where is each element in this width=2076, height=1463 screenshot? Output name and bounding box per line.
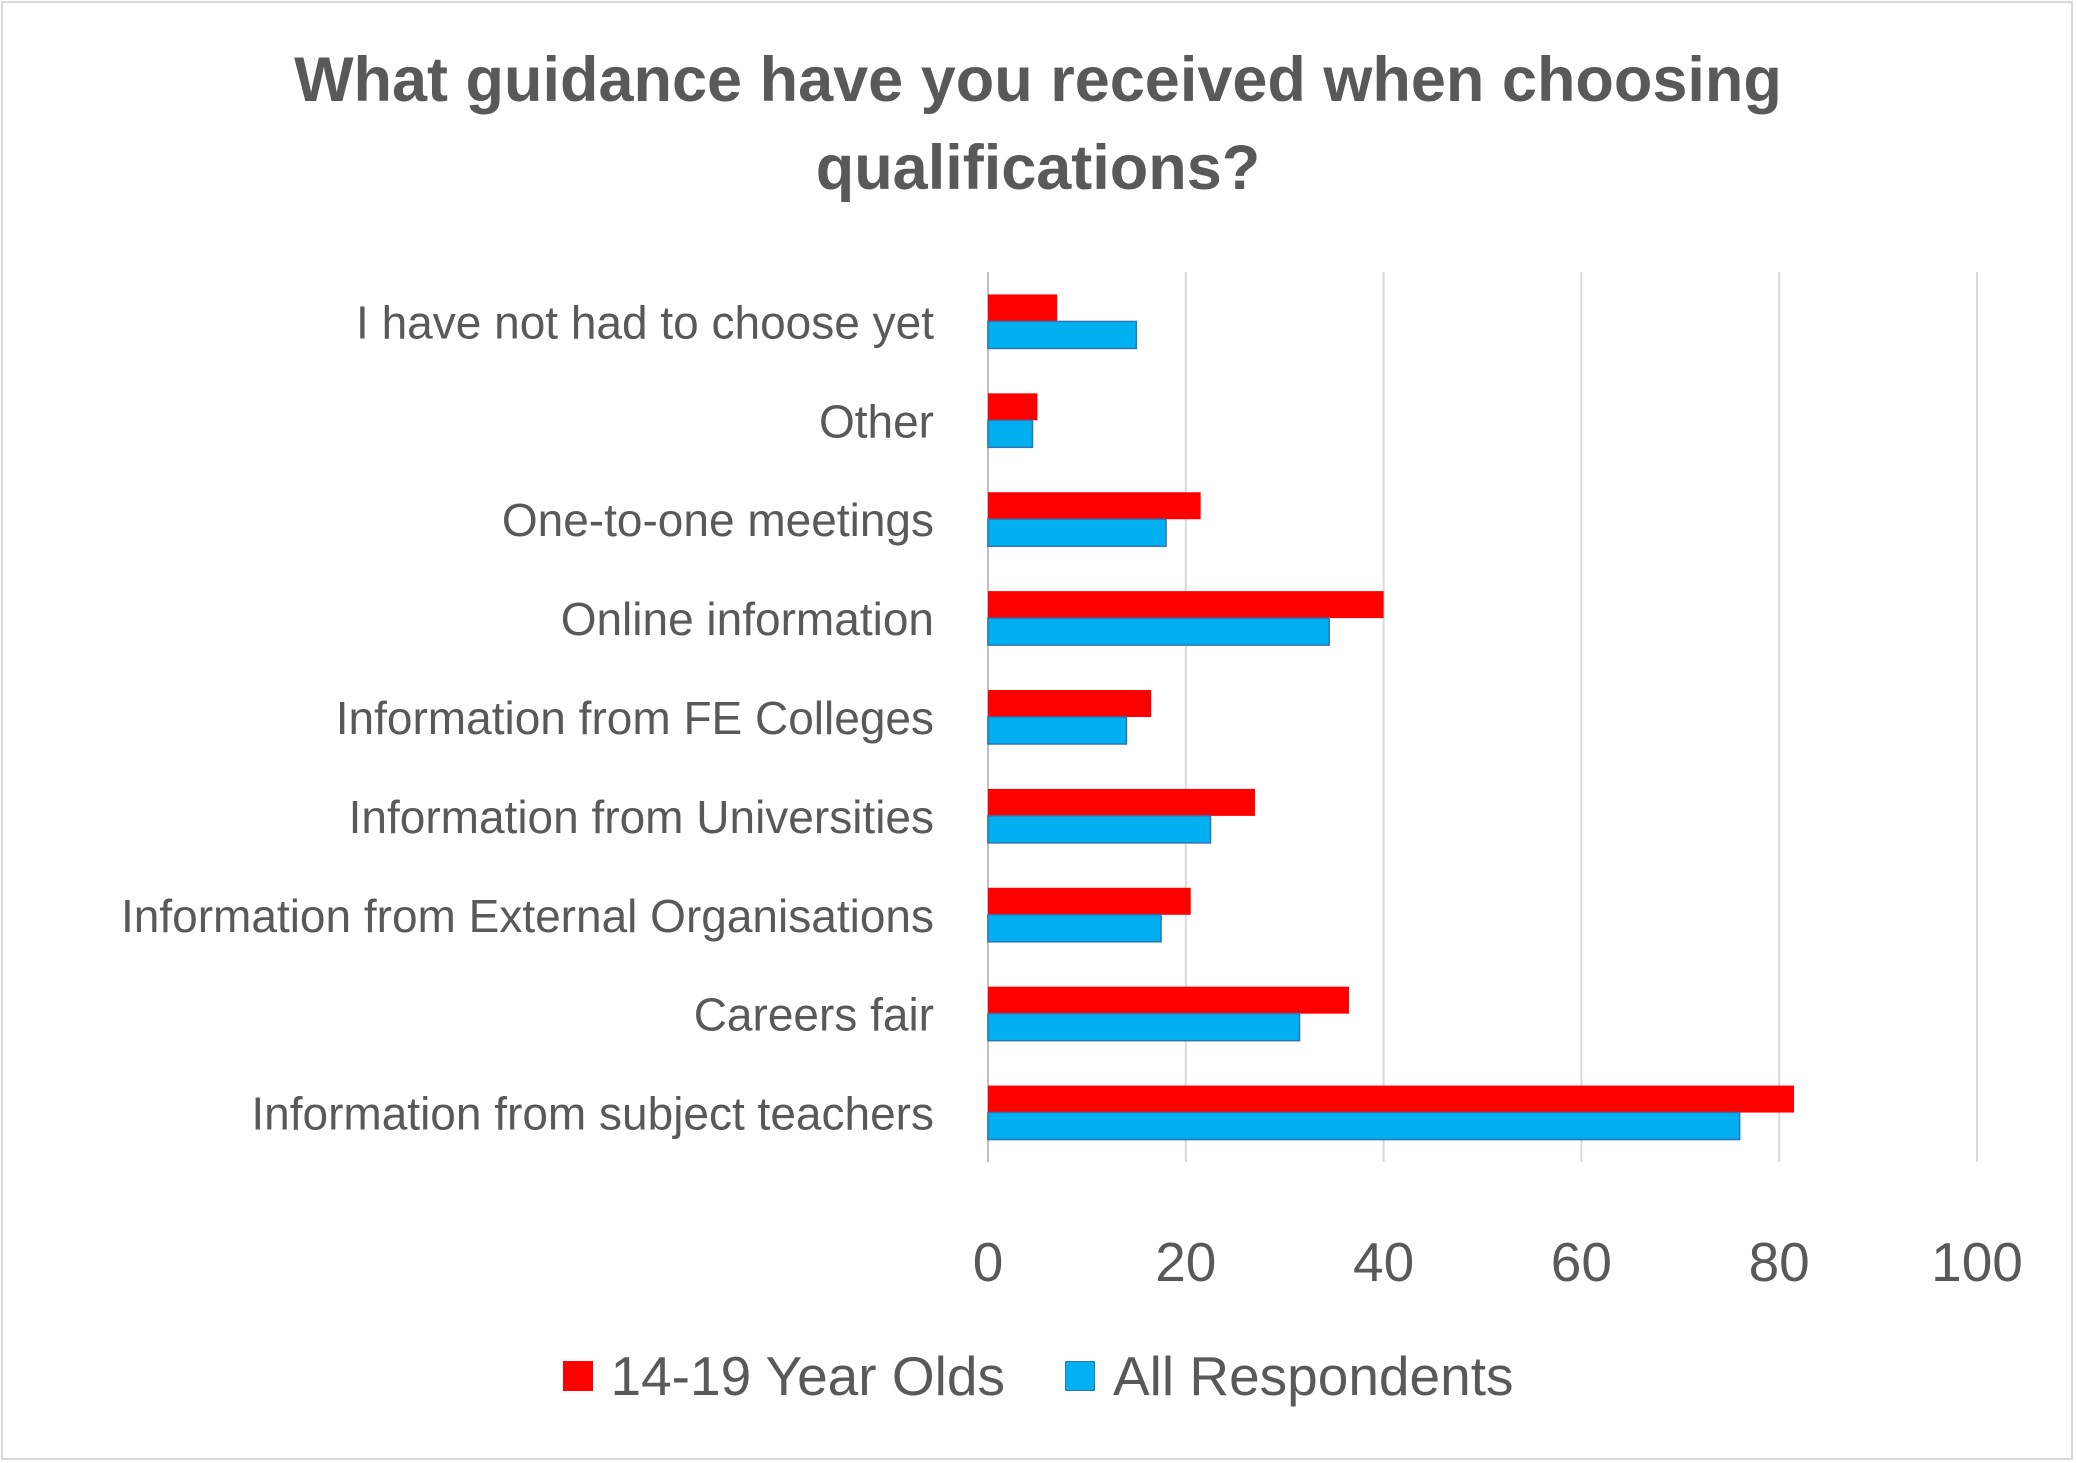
bar-all-respondents-7 xyxy=(987,1012,1301,1042)
category-label-8: Information from subject teachers xyxy=(251,1088,934,1140)
bar-14-19-8 xyxy=(988,1085,1795,1113)
bar-all-respondents-2 xyxy=(987,518,1167,547)
bar-14-19-5 xyxy=(988,788,1256,816)
category-label-4: Information from FE Colleges xyxy=(336,692,934,744)
x-tick-label-60: 60 xyxy=(1551,1231,1612,1293)
bar-14-19-0 xyxy=(988,294,1058,322)
x-tick-label-40: 40 xyxy=(1353,1231,1414,1293)
bar-all-respondents-4 xyxy=(987,716,1128,745)
category-label-7: Careers fair xyxy=(694,989,934,1041)
bar-all-respondents-6 xyxy=(987,914,1162,943)
category-label-6: Information from External Organisations xyxy=(121,890,934,942)
legend-item-all-respondents: All Respondents xyxy=(1064,1344,1514,1408)
chart-legend: 14-19 Year Olds All Respondents xyxy=(0,1344,2076,1408)
bar-14-19-7 xyxy=(988,986,1349,1014)
category-label-0: I have not had to choose yet xyxy=(356,296,934,348)
bar-14-19-1 xyxy=(988,393,1038,421)
chart-title-line-2: qualifications? xyxy=(815,133,1261,203)
legend-swatch-14-19 xyxy=(562,1361,593,1391)
bar-all-respondents-5 xyxy=(987,815,1212,844)
chart-title: What guidance have you received when cho… xyxy=(0,36,2076,212)
bar-all-respondents-3 xyxy=(987,617,1330,646)
category-label-1: Other xyxy=(819,395,934,447)
legend-label-all-respondents: All Respondents xyxy=(1112,1345,1514,1407)
legend-item-14-19: 14-19 Year Olds xyxy=(562,1344,1005,1408)
bar-all-respondents-1 xyxy=(987,419,1034,449)
bar-14-19-6 xyxy=(988,887,1191,915)
bar-all-respondents-8 xyxy=(987,1111,1741,1141)
legend-label-14-19: 14-19 Year Olds xyxy=(610,1345,1005,1407)
bar-14-19-3 xyxy=(988,591,1384,619)
x-tick-label-80: 80 xyxy=(1749,1231,1810,1293)
category-label-2: One-to-one meetings xyxy=(502,494,934,546)
x-tick-label-20: 20 xyxy=(1155,1231,1216,1293)
bar-all-respondents-0 xyxy=(987,320,1138,350)
bar-14-19-2 xyxy=(988,492,1201,520)
x-tick-label-100: 100 xyxy=(1931,1231,2023,1293)
bar-14-19-4 xyxy=(988,690,1152,717)
category-label-3: Online information xyxy=(561,593,934,645)
category-label-5: Information from Universities xyxy=(349,791,934,843)
legend-swatch-all-respondents xyxy=(1064,1361,1095,1391)
chart-title-line-1: What guidance have you received when cho… xyxy=(294,45,1782,115)
x-tick-label-0: 0 xyxy=(973,1231,1004,1293)
